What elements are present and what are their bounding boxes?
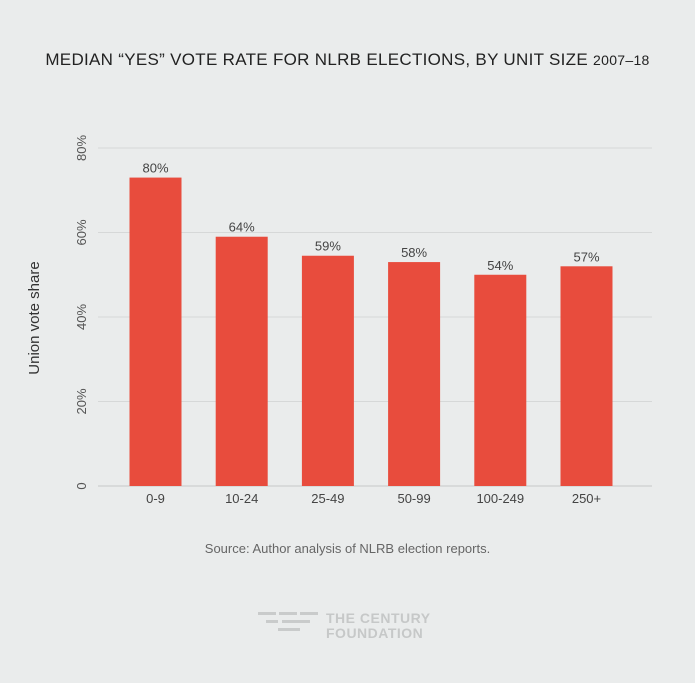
bars	[129, 177, 613, 486]
x-tick-label: 10-24	[225, 491, 258, 506]
data-label: 59%	[315, 239, 341, 254]
data-label: 64%	[229, 220, 255, 235]
y-tick-label: 60%	[74, 219, 89, 245]
y-tick-label: 80%	[74, 135, 89, 161]
y-tick-label: 20%	[74, 388, 89, 414]
x-tick-label: 0-9	[146, 491, 165, 506]
chart-title-years: 2007–18	[593, 52, 650, 68]
y-axis-ticks: 0 20% 40% 60% 80%	[74, 135, 89, 490]
logo-mark-icon	[258, 612, 318, 631]
chart-title: MEDIAN “YES” VOTE RATE FOR NLRB ELECTION…	[0, 50, 695, 70]
bar	[560, 266, 613, 486]
bar	[388, 262, 441, 486]
logo-line-2: FOUNDATION	[326, 625, 424, 641]
x-tick-label: 50-99	[397, 491, 430, 506]
logo-line-1: THE CENTURY	[326, 610, 431, 626]
logo-text: THE CENTURY FOUNDATION	[326, 611, 431, 641]
y-tick-label: 0	[74, 482, 89, 489]
x-tick-label: 250+	[572, 491, 601, 506]
data-label: 80%	[142, 161, 168, 176]
bar	[129, 177, 182, 486]
x-tick-label: 25-49	[311, 491, 344, 506]
bar	[301, 255, 354, 486]
data-label: 54%	[487, 258, 513, 273]
y-tick-label: 40%	[74, 304, 89, 330]
bar	[474, 274, 527, 486]
chart-title-main: MEDIAN “YES” VOTE RATE FOR NLRB ELECTION…	[45, 50, 588, 69]
x-tick-label: 100-249	[476, 491, 524, 506]
data-labels: 80% 64% 59% 58% 54% 57%	[142, 161, 599, 273]
y-axis-label: Union vote share	[26, 261, 43, 374]
source-note: Source: Author analysis of NLRB election…	[204, 541, 491, 556]
x-axis-ticks: 0-9 10-24 25-49 50-99 100-249 250+	[146, 491, 601, 506]
data-label: 57%	[573, 249, 599, 264]
century-foundation-logo: THE CENTURY FOUNDATION	[258, 610, 448, 644]
bar-chart: 0 20% 40% 60% 80% 80% 64% 59% 58% 54% 57% 0-9 10-2…	[26, 135, 652, 506]
bar	[215, 236, 268, 486]
gridlines	[98, 147, 652, 487]
data-label: 58%	[401, 245, 427, 260]
